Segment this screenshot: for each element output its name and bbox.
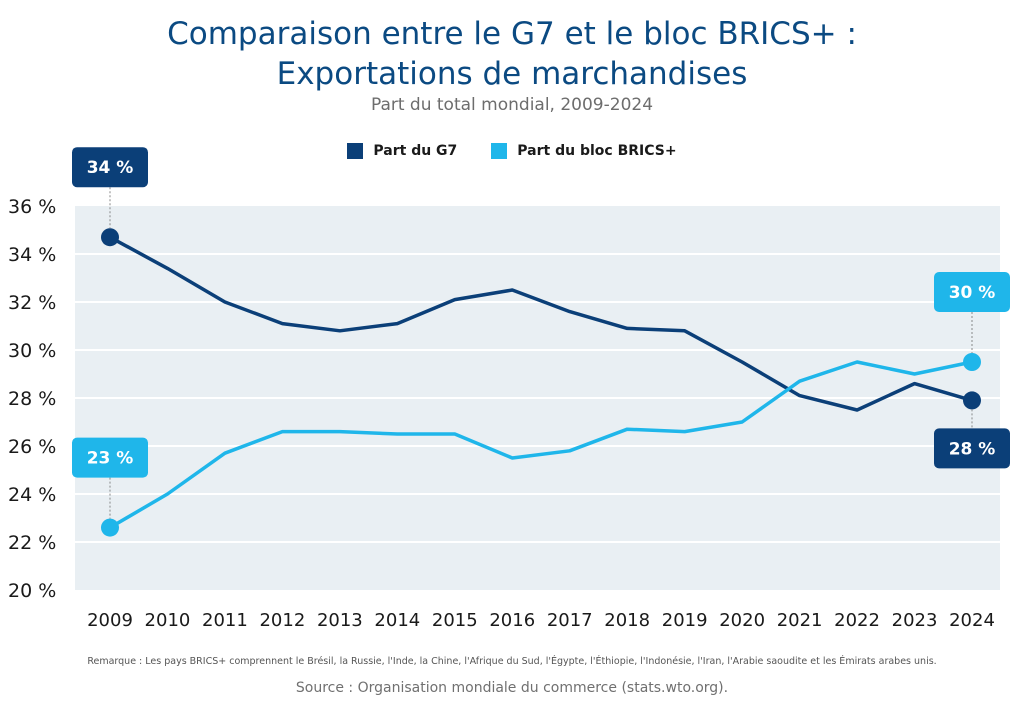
y-tick-label: 26 % — [8, 436, 56, 458]
data-point-marker — [101, 228, 119, 247]
x-tick-label: 2010 — [145, 610, 191, 631]
series-line-0 — [108, 235, 974, 412]
x-tick-label: 2023 — [892, 610, 938, 631]
legend-label-g7: Part du G7 — [373, 143, 458, 159]
y-tick-label: 24 % — [8, 484, 56, 506]
source-text: Source : Organisation mondiale du commer… — [295, 680, 729, 696]
line-chart: 20 % 22 % 24 % 26 % 28 % 30 % 32 % 34 % 36 % 2009… — [8, 147, 1010, 631]
y-tick-label: 34 % — [8, 244, 56, 266]
x-tick-label: 2012 — [259, 610, 305, 631]
data-point-marker — [963, 353, 981, 371]
x-tick-label: 2021 — [777, 610, 823, 631]
chart-title-line-2: Exportations de marchandises — [276, 56, 748, 92]
legend-item-brics: Part du bloc BRICS+ — [491, 143, 677, 159]
x-tick-label: 2009 — [87, 610, 133, 631]
legend-swatch-brics — [491, 143, 508, 159]
data-label: 28 % — [949, 439, 996, 459]
data-label: 23 % — [87, 449, 134, 469]
legend: Part du G7 Part du bloc BRICS+ — [0, 143, 1024, 159]
data-point-marker — [101, 518, 119, 537]
x-tick-label: 2024 — [949, 610, 995, 631]
x-tick-label: 2019 — [662, 610, 708, 631]
x-tick-label: 2020 — [719, 610, 765, 631]
chart-title-line-1: Comparaison entre le G7 et le bloc BRICS… — [167, 16, 857, 52]
x-tick-label: 2015 — [432, 610, 478, 631]
chart-title: Comparaison entre le G7 et le bloc BRICS… — [0, 14, 1024, 94]
footnote: Remarque : Les pays BRICS+ comprennent l… — [87, 656, 937, 667]
y-tick-label: 22 % — [8, 532, 56, 554]
y-tick-label: 36 % — [8, 196, 56, 218]
y-tick-label: 30 % — [8, 340, 56, 362]
legend-item-g7: Part du G7 — [347, 143, 457, 159]
data-label-box — [934, 428, 1010, 469]
x-tick-label: 2013 — [317, 610, 363, 631]
x-tick-label: 2016 — [489, 610, 535, 631]
x-tick-label: 2018 — [604, 610, 650, 631]
chart-subtitle: Part du total mondial, 2009-2024 — [370, 95, 654, 115]
data-label-box — [72, 147, 148, 188]
data-label-box — [934, 272, 1010, 312]
x-tick-label: 2022 — [834, 610, 880, 631]
data-label: 30 % — [949, 283, 996, 303]
data-label: 34 % — [87, 158, 134, 178]
legend-swatch-g7 — [347, 143, 364, 159]
y-tick-label: 28 % — [8, 388, 56, 410]
x-tick-label: 2011 — [202, 610, 248, 631]
data-point-marker — [963, 391, 981, 410]
y-tick-label: 20 % — [8, 580, 56, 602]
legend-label-brics: Part du bloc BRICS+ — [517, 143, 677, 159]
x-tick-label: 2014 — [374, 610, 420, 631]
x-tick-label: 2017 — [547, 610, 593, 631]
data-label-box — [72, 437, 148, 478]
series-line-1 — [108, 360, 974, 530]
y-tick-label: 32 % — [8, 292, 56, 314]
